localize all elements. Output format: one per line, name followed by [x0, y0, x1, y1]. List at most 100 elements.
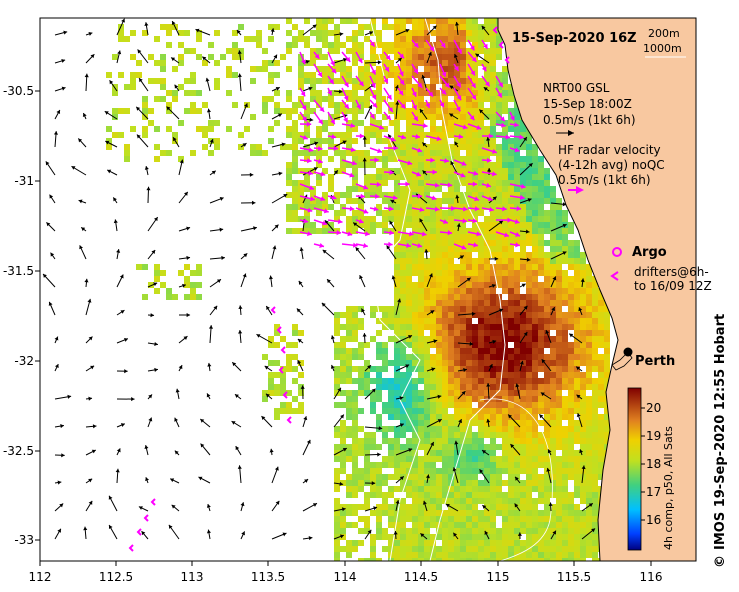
current-arrow-head: [494, 256, 499, 261]
current-arrow-head: [48, 301, 53, 306]
radar-arrow-head: [456, 95, 462, 101]
sst-cell: [442, 48, 448, 54]
sst-cell: [340, 402, 346, 408]
sst-cell: [568, 246, 574, 252]
sst-cell: [394, 378, 400, 384]
sst-cell: [484, 126, 490, 132]
sst-cell: [526, 402, 532, 408]
current-arrow-head: [432, 25, 437, 30]
sst-cell: [514, 408, 520, 414]
sst-cell: [352, 330, 358, 336]
radar-arrow-head: [434, 182, 440, 188]
sst-cell: [526, 540, 532, 546]
sst-cell: [514, 420, 520, 426]
sst-cell: [520, 402, 526, 408]
sst-cell: [376, 180, 382, 186]
current-arrow-head: [237, 50, 242, 55]
sst-cell: [352, 474, 358, 480]
sst-cell: [526, 534, 532, 540]
sst-cell: [406, 162, 412, 168]
sst-cell: [352, 228, 358, 234]
sst-cell: [400, 90, 406, 96]
sst-cell: [202, 60, 208, 66]
sst-cell: [400, 246, 406, 252]
sst-cell: [466, 150, 472, 156]
sst-cell: [280, 108, 286, 114]
sst-cell: [478, 510, 484, 516]
sst-cell: [124, 150, 130, 156]
sst-cell: [406, 270, 412, 276]
sst-cell: [274, 372, 280, 378]
sst-cell: [370, 432, 376, 438]
sst-cell: [376, 138, 382, 144]
sst-cell: [532, 330, 538, 336]
sst-cell: [352, 504, 358, 510]
sst-cell: [550, 264, 556, 270]
sst-cell: [466, 168, 472, 174]
sst-cell: [160, 96, 166, 102]
sst-cell: [472, 234, 478, 240]
sst-cell: [484, 516, 490, 522]
sst-cell: [586, 288, 592, 294]
sst-cell: [322, 24, 328, 30]
sst-cell: [412, 192, 418, 198]
sst-cell: [598, 300, 604, 306]
sst-cell: [424, 180, 430, 186]
sst-cell: [424, 534, 430, 540]
sst-cell: [484, 174, 490, 180]
sst-cell: [592, 330, 598, 336]
sst-cell: [346, 510, 352, 516]
sst-cell: [388, 156, 394, 162]
sst-cell: [490, 78, 496, 84]
sst-cell: [562, 276, 568, 282]
sst-cell: [538, 168, 544, 174]
sst-cell: [508, 468, 514, 474]
radar-arrow-head: [431, 195, 437, 201]
sst-cell: [562, 318, 568, 324]
sst-cell: [346, 396, 352, 402]
sst-cell: [538, 528, 544, 534]
sst-cell: [460, 90, 466, 96]
sst-cell: [604, 336, 610, 342]
sst-cell: [550, 510, 556, 516]
sst-cell: [496, 492, 502, 498]
sst-cell: [556, 510, 562, 516]
sst-cell: [394, 522, 400, 528]
sst-cell: [418, 234, 424, 240]
current-arrow-head: [173, 137, 177, 142]
sst-cell: [394, 198, 400, 204]
current-arrow-head: [83, 526, 88, 531]
sst-cell: [484, 504, 490, 510]
drifter-marker-icon: [610, 271, 619, 281]
sst-cell: [166, 42, 172, 48]
sst-cell: [412, 240, 418, 246]
sst-cell: [490, 132, 496, 138]
sst-cell: [424, 276, 430, 282]
sst-cell: [346, 450, 352, 456]
sst-cell: [502, 546, 508, 552]
sst-cell: [442, 540, 448, 546]
radar-arrow-head: [515, 242, 520, 248]
sst-cell: [526, 558, 532, 561]
sst-cell: [274, 72, 280, 78]
sst-cell: [460, 318, 466, 324]
sst-cell: [514, 324, 520, 330]
sst-cell: [466, 36, 472, 42]
sst-cell: [568, 360, 574, 366]
sst-cell: [592, 336, 598, 342]
sst-cell: [418, 402, 424, 408]
current-arrow-head: [57, 480, 62, 485]
current-arrow-head: [308, 86, 313, 91]
sst-cell: [484, 558, 490, 561]
sst-cell: [460, 288, 466, 294]
current-arrow-head: [391, 275, 396, 280]
sst-cell: [160, 54, 166, 60]
sst-cell: [160, 66, 166, 72]
sst-cell: [460, 84, 466, 90]
sst-cell: [364, 150, 370, 156]
sst-cell: [442, 414, 448, 420]
sst-cell: [430, 144, 436, 150]
sst-cell: [568, 444, 574, 450]
sst-cell: [412, 294, 418, 300]
